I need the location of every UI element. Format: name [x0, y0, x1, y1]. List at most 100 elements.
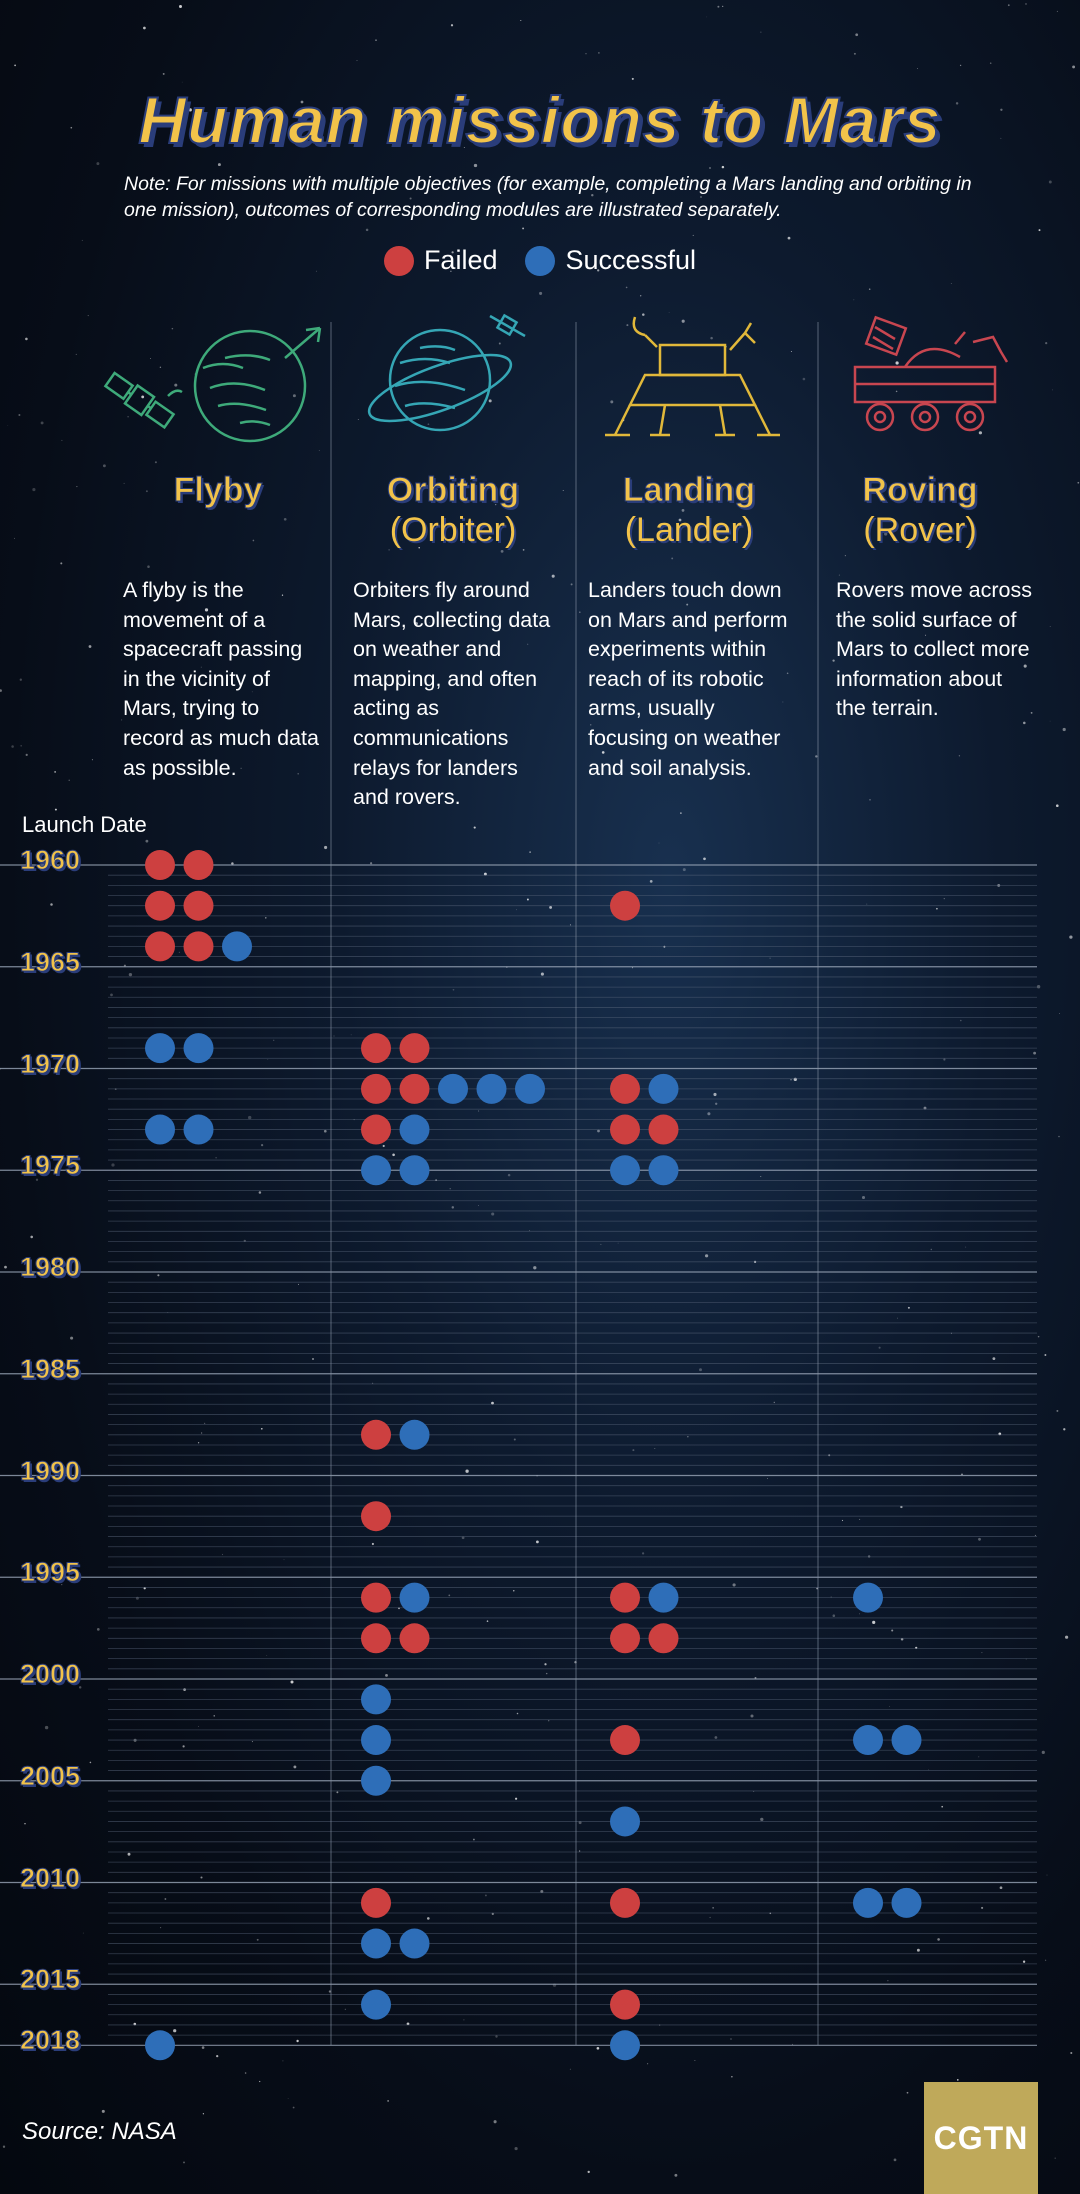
star — [415, 622, 418, 626]
star — [959, 64, 962, 67]
page-title: Human missions to Mars — [137, 82, 942, 158]
flyby-mission-dot-successful — [222, 931, 252, 962]
star — [1049, 626, 1051, 627]
star — [591, 194, 594, 197]
rover-icon — [853, 315, 1009, 432]
star — [215, 1157, 217, 1159]
star — [527, 643, 529, 645]
star — [356, 60, 358, 61]
star — [495, 503, 497, 506]
roving-mission-dot-successful — [853, 1887, 883, 1918]
star — [202, 2113, 205, 2115]
star — [671, 557, 674, 560]
landing-mission-dot-failed — [610, 1887, 640, 1918]
star — [261, 1144, 264, 1147]
orbiting-mission-dot-successful — [438, 1073, 468, 1104]
star — [532, 113, 535, 115]
star — [217, 163, 221, 167]
star — [726, 647, 730, 651]
star — [866, 903, 868, 905]
star — [171, 327, 174, 330]
star — [495, 2035, 498, 2038]
star — [145, 490, 148, 493]
star — [283, 517, 287, 521]
star — [61, 1584, 63, 1586]
star — [96, 1628, 100, 1631]
star — [387, 2100, 389, 2102]
star — [162, 72, 165, 75]
star — [70, 126, 73, 129]
star — [713, 1092, 717, 1097]
legend: Failed Successful — [0, 245, 1080, 276]
star — [706, 16, 708, 18]
star — [385, 1673, 388, 1677]
star — [1063, 1428, 1066, 1431]
column-title-orbiting: Orbiting (Orbiter) — [343, 470, 563, 550]
star — [1062, 727, 1066, 732]
roving-mission-dot-successful — [891, 1725, 922, 1756]
star — [183, 2161, 185, 2164]
star — [1044, 1354, 1047, 1356]
star — [266, 1654, 268, 1656]
star — [709, 167, 711, 169]
flyby-mission-dot-successful — [145, 2030, 175, 2061]
star — [18, 414, 21, 416]
star — [179, 5, 182, 8]
star — [102, 464, 106, 468]
star — [370, 862, 373, 865]
year-tick-label: 1985 — [19, 1353, 81, 1384]
flyby-mission-dot-successful — [145, 1033, 175, 1064]
star — [649, 880, 653, 883]
star — [699, 1368, 702, 1372]
star — [668, 312, 670, 314]
star — [333, 1035, 335, 1037]
star — [123, 964, 126, 967]
star — [465, 1469, 469, 1473]
star — [1055, 804, 1059, 808]
star — [328, 1990, 332, 1993]
orbiting-mission-dot-successful — [399, 1114, 430, 1145]
star — [456, 762, 458, 764]
flyby-mission-dot-failed — [145, 890, 175, 921]
star — [600, 1243, 602, 1245]
star — [617, 1242, 619, 1244]
star — [673, 188, 675, 191]
star — [292, 2106, 295, 2109]
star — [513, 1590, 515, 1592]
star — [147, 565, 150, 568]
star — [943, 1058, 946, 1061]
star — [1065, 1635, 1069, 1639]
star — [1034, 1534, 1036, 1536]
star — [632, 1449, 635, 1452]
star — [315, 270, 317, 272]
star — [1025, 3, 1027, 5]
star — [895, 361, 899, 365]
star — [436, 488, 439, 491]
star — [4, 1265, 7, 1269]
star — [579, 611, 581, 613]
star — [869, 799, 871, 801]
star — [536, 1540, 539, 1544]
star — [422, 764, 424, 766]
star — [258, 1191, 262, 1194]
star — [551, 574, 555, 578]
star — [705, 1254, 709, 1258]
star — [891, 1629, 894, 1632]
orbiting-description: Orbiters fly around Mars, collecting dat… — [353, 578, 551, 810]
star — [11, 745, 14, 748]
star — [674, 2173, 678, 2177]
star — [426, 1917, 430, 1920]
star — [498, 342, 501, 345]
star — [30, 1235, 33, 1239]
star — [754, 1676, 757, 1679]
orbiting-mission-dot-failed — [361, 1419, 391, 1450]
star — [216, 2054, 219, 2058]
star — [992, 1357, 996, 1361]
landing-mission-dot-failed — [610, 1725, 640, 1756]
star — [730, 2038, 732, 2040]
star — [533, 1266, 537, 1270]
star — [562, 489, 564, 491]
star — [463, 2019, 465, 2021]
star — [687, 1436, 689, 1438]
star — [694, 2060, 696, 2061]
